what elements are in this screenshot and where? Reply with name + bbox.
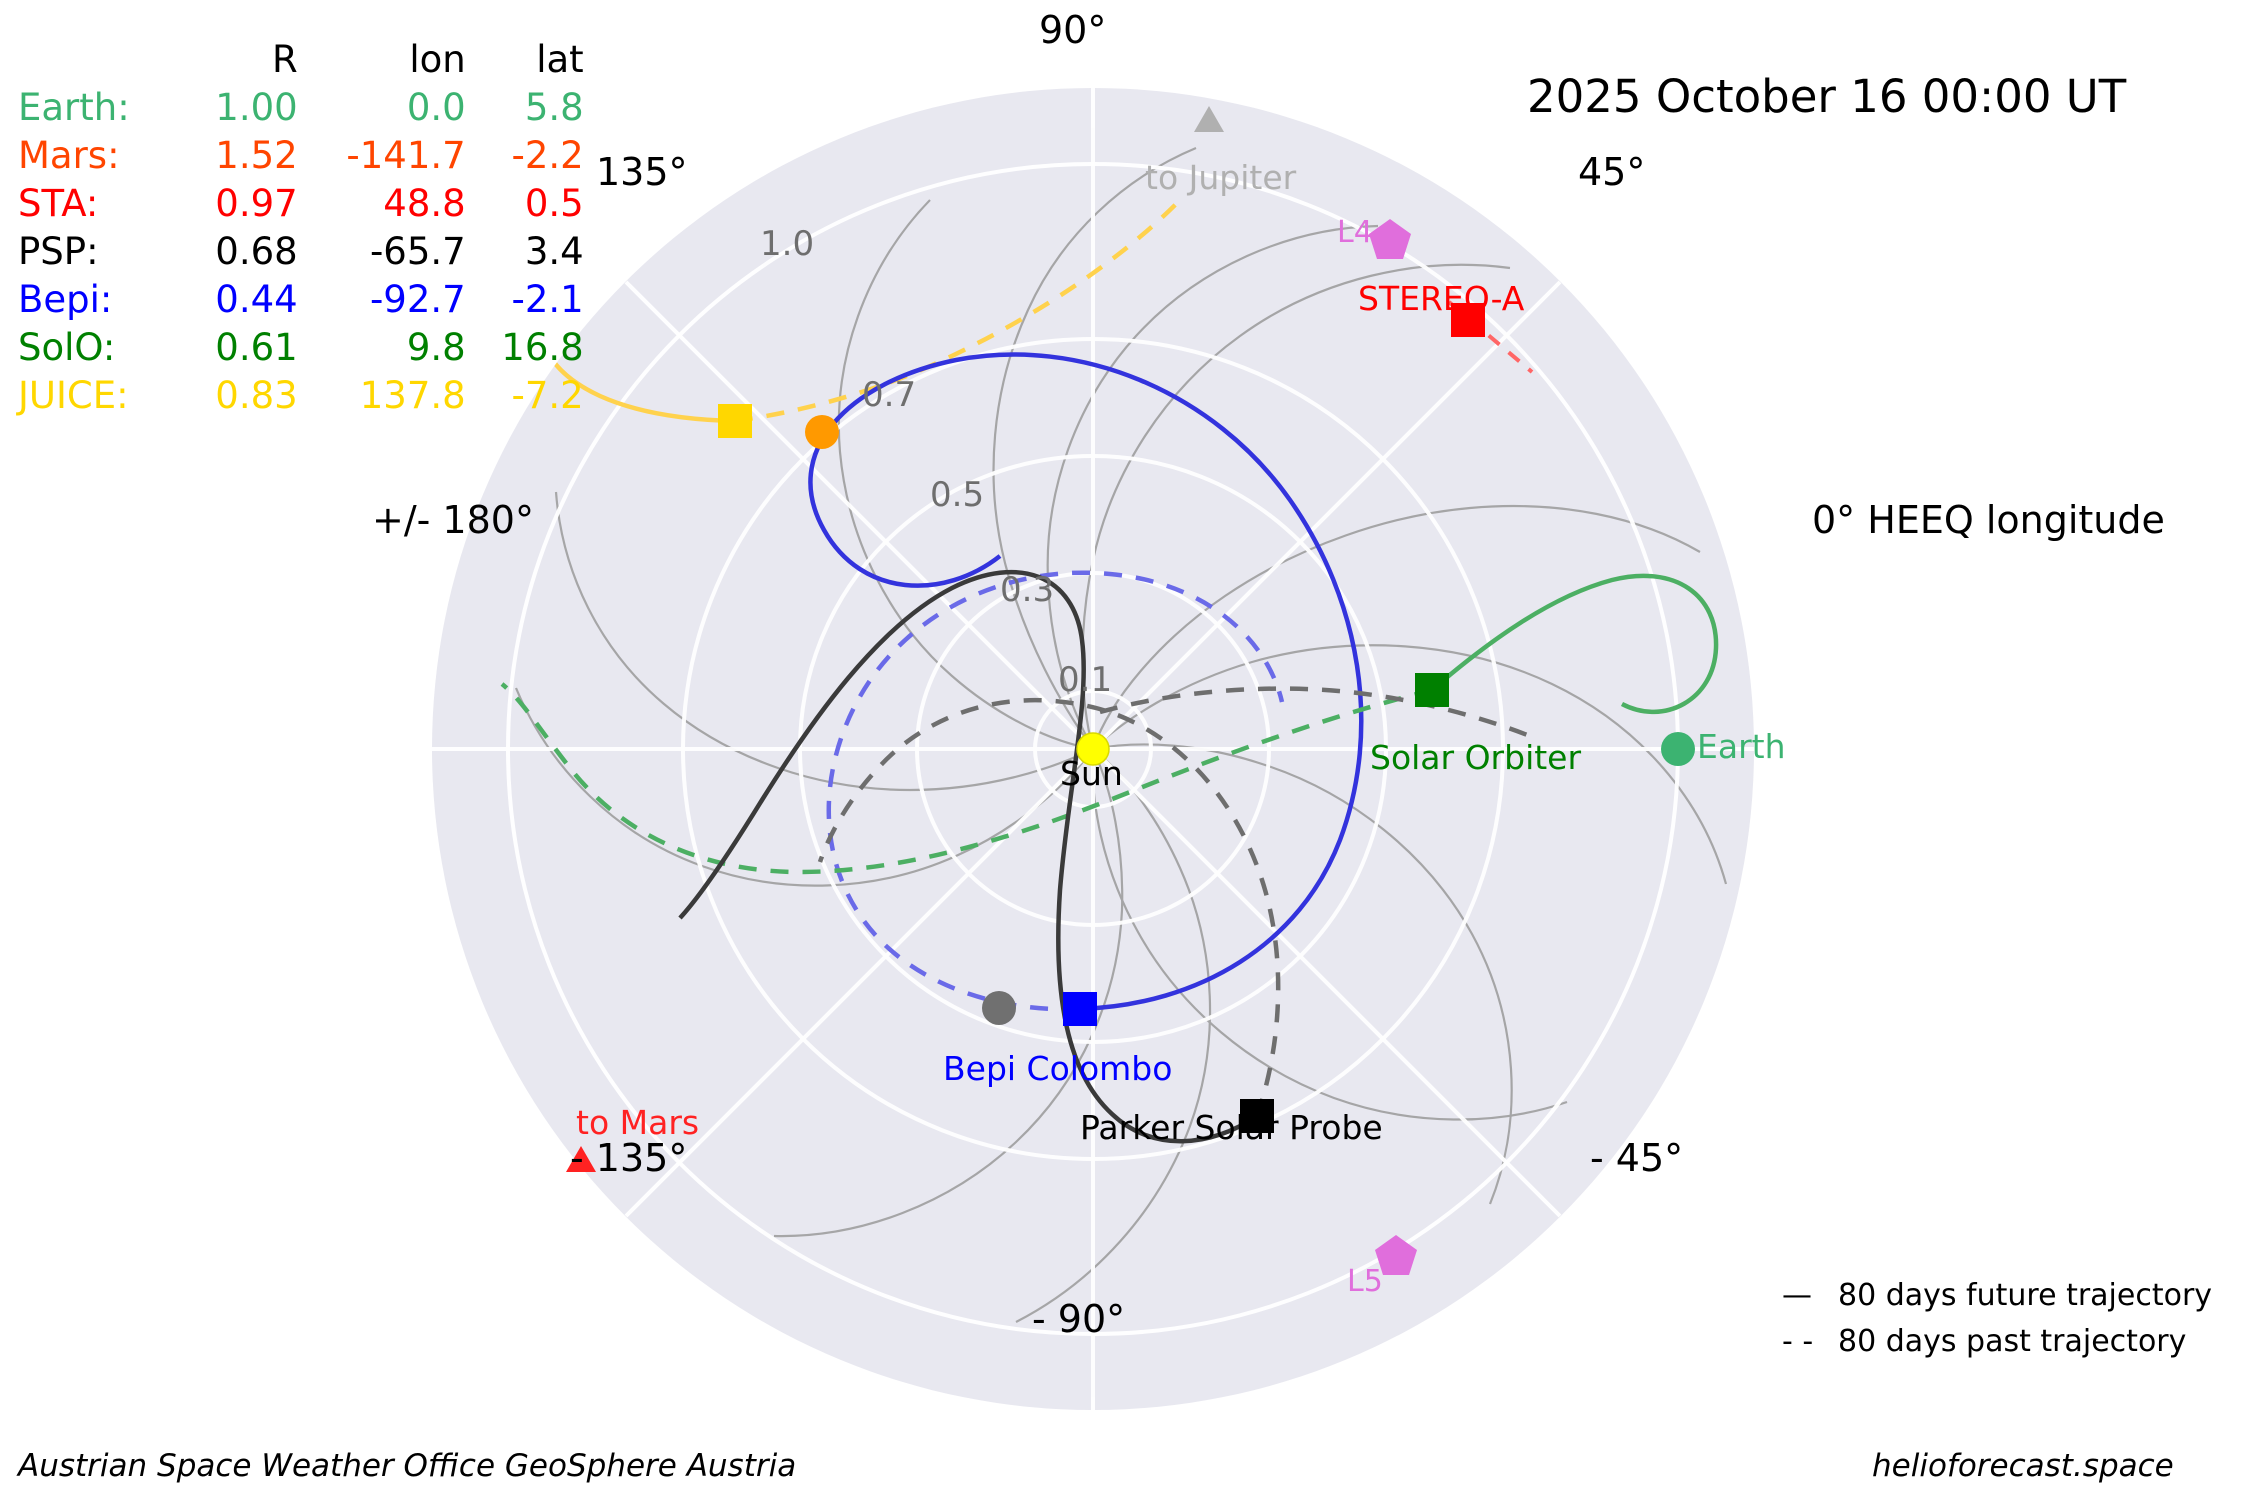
axis-label-minus-45: - 45° [1590,1136,1684,1180]
to-mars-direction-icon [566,1146,596,1172]
radial-tick-1.0: 1.0 [760,224,815,264]
legend-row-past: - - 80 days past trajectory [1782,1318,2212,1364]
bepi-past-trajectory [826,570,1285,1012]
axis-label-180: +/- 180° [372,498,534,542]
trajectory-legend: — 80 days future trajectory - - 80 days … [1782,1272,2212,1364]
row-earth-lon: 0.0 [406,86,466,130]
credit-website[interactable]: helioforecast.space [1872,1448,2174,1484]
row-label-mars: Mars: [18,134,120,178]
radial-spoke-gridlines [432,88,1754,1410]
solar-orbiter-label: Solar Orbiter [1370,738,1582,777]
row-sta-lat: 0.5 [524,182,584,226]
radial-tick-0.5: 0.5 [930,475,985,515]
bepi-colombo-marker[interactable] [1063,992,1097,1026]
venus-marker[interactable] [805,415,839,449]
mercury-marker[interactable] [982,991,1016,1025]
row-sta-R: 0.97 [215,182,298,226]
axis-label-45: 45° [1578,150,1646,194]
radial-tick-0.1: 0.1 [1058,660,1113,700]
row-earth-R: 1.00 [215,86,298,130]
sun-marker[interactable] [1076,732,1110,766]
table-header-row: R lon lat [18,36,584,84]
row-mars-lat: -2.2 [511,134,584,178]
row-psp-lat: 3.4 [524,230,584,274]
solar-orbiter-marker[interactable] [1415,673,1449,707]
row-solo-R: 0.61 [215,326,298,370]
psp-future-trajectory [678,569,1259,1144]
row-solo-lon: 9.8 [406,326,466,370]
row-juice-R: 0.83 [215,374,298,418]
row-bepi-R: 0.44 [215,278,298,322]
table-row: PSP: 0.68 -65.7 3.4 [18,228,584,276]
stereo-a-past-trajectory [1447,300,1534,374]
row-solo-lat: 16.8 [501,326,584,370]
credit-organisation: Austrian Space Weather Office GeoSphere … [18,1448,797,1484]
bepi-colombo-label: Bepi Colombo [943,1049,1173,1088]
legend-future-label: 80 days future trajectory [1838,1277,2213,1313]
earth-label: Earth [1697,727,1786,766]
legend-past-label: 80 days past trajectory [1838,1323,2187,1359]
solo-past-trajectory [500,682,1433,875]
legend-row-future: — 80 days future trajectory [1782,1272,2212,1318]
row-label-psp: PSP: [18,230,99,274]
axis-label-0: 0° HEEQ longitude [1812,498,2165,542]
row-juice-lon: 137.8 [359,374,466,418]
legend-future-dash-icon: — [1782,1277,1812,1313]
parker-solar-probe-label: Parker Solar Probe [1080,1108,1383,1147]
row-label-earth: Earth: [18,86,130,130]
l4-marker[interactable] [1369,219,1411,259]
l4-label: L4 [1337,215,1373,250]
l5-marker[interactable] [1375,1235,1417,1275]
stereo-a-marker[interactable] [1451,303,1485,337]
row-label-solo: SolO: [18,326,116,370]
column-header-lat: lat [536,38,584,82]
radial-tick-0.3: 0.3 [1000,570,1055,610]
psp-past-trajectory-outer [1099,686,1531,739]
juice-marker[interactable] [718,404,752,438]
table-row: Earth: 1.00 0.0 5.8 [18,84,584,132]
to-jupiter-direction-icon [1194,106,1224,132]
axis-label-minus-90: - 90° [1032,1297,1126,1341]
table-row: Mars: 1.52 -141.7 -2.2 [18,132,584,180]
to-mars-label: to Mars [576,1103,700,1142]
earth-marker[interactable] [1661,732,1695,766]
ephemeris-table: R lon lat Earth: 1.00 0.0 5.8 Mars: 1.52… [18,36,584,420]
legend-past-dash-icon: - - [1782,1323,1814,1359]
column-header-lon: lon [409,38,466,82]
table-row: SolO: 0.61 9.8 16.8 [18,324,584,372]
row-sta-lon: 48.8 [383,182,466,226]
row-label-bepi: Bepi: [18,278,113,322]
stereo-a-label: STEREO-A [1358,279,1525,318]
bepi-future-trajectory [808,352,1364,1012]
row-mars-lon: -141.7 [346,134,466,178]
row-juice-lat: -7.2 [511,374,584,418]
plot-datestamp: 2025 October 16 00:00 UT [1527,70,2127,123]
row-label-juice: JUICE: [18,374,129,418]
row-label-sta: STA: [18,182,99,226]
parker-solar-probe-marker[interactable] [1240,1099,1274,1133]
juice-past-trajectory [734,194,1186,424]
row-earth-lat: 5.8 [524,86,584,130]
axis-label-90: 90° [1039,8,1107,52]
row-bepi-lat: -2.1 [511,278,584,322]
table-row: JUICE: 0.83 137.8 -7.2 [18,372,584,420]
row-mars-R: 1.52 [215,134,298,178]
axis-label-135: 135° [596,150,688,194]
column-header-R: R [271,38,298,82]
row-psp-R: 0.68 [215,230,298,274]
sun-label: Sun [1060,754,1123,793]
row-bepi-lon: -92.7 [369,278,466,322]
table-row: Bepi: 0.44 -92.7 -2.1 [18,276,584,324]
l5-label: L5 [1347,1264,1383,1299]
table-row: STA: 0.97 48.8 0.5 [18,180,584,228]
row-psp-lon: -65.7 [369,230,466,274]
radial-tick-0.7: 0.7 [862,375,917,415]
axis-label-minus-135: - 135° [570,1136,688,1180]
psp-past-trajectory [817,697,1281,1117]
solo-future-trajectory [1430,573,1719,715]
to-jupiter-label: to Jupiter [1145,158,1297,197]
